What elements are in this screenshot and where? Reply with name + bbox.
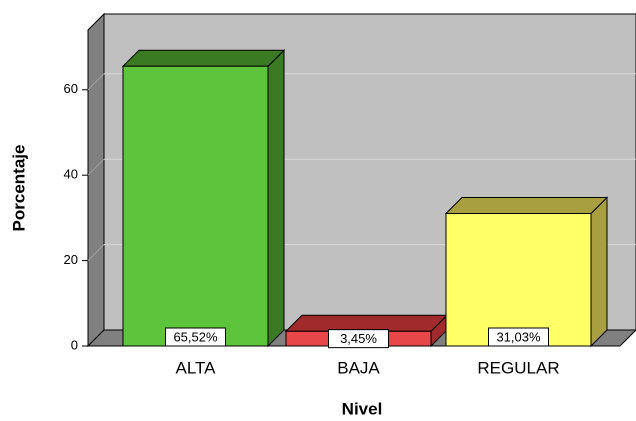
y-axis-label: Porcentaje [9, 145, 28, 232]
value-label-box [165, 327, 226, 347]
value-label: 65,52% [173, 329, 218, 344]
bar [122, 65, 269, 347]
value-label-box [328, 329, 389, 349]
value-label: 3,45% [340, 331, 377, 346]
grid-line [87, 158, 105, 176]
value-label: 31,03% [496, 329, 541, 344]
y-tick-label: 40 [64, 167, 78, 182]
bar-side [267, 49, 285, 348]
y-tick-label: 60 [64, 81, 78, 96]
bar [445, 212, 592, 347]
x-tick-label: ALTA [176, 358, 217, 377]
y-tick-label: 0 [71, 337, 78, 352]
left-wall [87, 12, 105, 348]
y-tick-label: 20 [64, 252, 78, 267]
x-tick-label: BAJA [337, 358, 380, 377]
bars: 65,52% 3,45% 31,03% [121, 49, 609, 349]
value-label-box [488, 327, 549, 347]
x-axis-label: Nivel [342, 399, 383, 418]
bar-top [444, 196, 609, 214]
grid-line [87, 244, 105, 261]
bar-top [284, 314, 449, 332]
bar-top [121, 49, 286, 67]
bar-side [590, 196, 608, 348]
x-tick-label: REGULAR [477, 358, 559, 377]
grid-line [87, 73, 105, 91]
